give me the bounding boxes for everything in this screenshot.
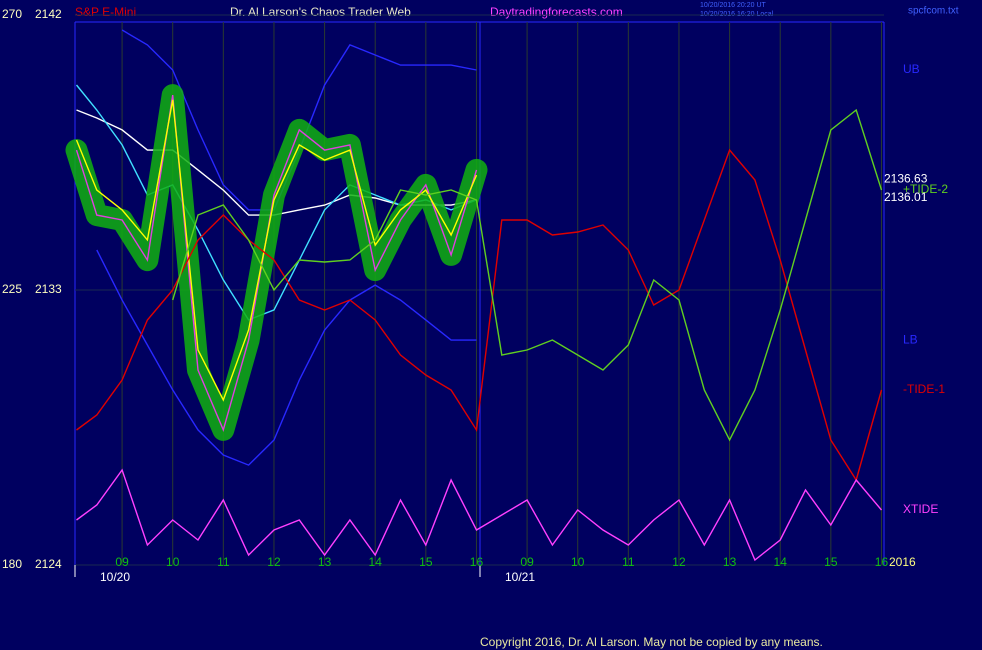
grid bbox=[74, 14, 884, 577]
series-line bbox=[75, 99, 478, 402]
series-label: +TIDE-2 bbox=[903, 182, 948, 196]
chart-title: Dr. Al Larson's Chaos Trader Web bbox=[230, 5, 411, 19]
day-label: 10/20 bbox=[100, 570, 130, 584]
timestamp: 10/20/2016 20:20 UT bbox=[700, 2, 766, 9]
x-tick-label: 14 bbox=[369, 555, 383, 569]
y2-tick-label: 180 bbox=[2, 557, 22, 571]
series-label: LB bbox=[903, 332, 918, 346]
timestamp: 10/20/2016 16:20 Local bbox=[700, 11, 774, 18]
x-tick-label: 12 bbox=[672, 555, 686, 569]
price-label: 2136.63 bbox=[884, 171, 928, 185]
x-tick-label: 11 bbox=[217, 555, 230, 569]
series-label: -TIDE-1 bbox=[903, 382, 945, 396]
x-tick-label: 15 bbox=[419, 555, 433, 569]
x-tick-label: 09 bbox=[520, 555, 534, 569]
day-label: 10/21 bbox=[505, 570, 535, 584]
x-tick-label: 10 bbox=[166, 555, 180, 569]
price-label: 2136.01 bbox=[884, 190, 928, 204]
site: Daytradingforecasts.com bbox=[490, 5, 623, 19]
series-line bbox=[76, 468, 883, 562]
year: 2016 bbox=[889, 555, 916, 569]
x-tick-label: 16 bbox=[470, 555, 484, 569]
y-tick-label: 2124 bbox=[35, 557, 62, 571]
copyright: Copyright 2016, Dr. Al Larson. May not b… bbox=[480, 635, 823, 649]
x-tick-label: 10 bbox=[571, 555, 585, 569]
x-tick-label: 11 bbox=[622, 555, 635, 569]
x-tick-label: 13 bbox=[723, 555, 737, 569]
x-tick-label: 14 bbox=[774, 555, 788, 569]
y2-tick-label: 225 bbox=[2, 282, 22, 296]
y-tick-label: 2142 bbox=[35, 7, 62, 21]
series-label: UB bbox=[903, 62, 920, 76]
series-line bbox=[76, 148, 883, 482]
x-tick-label: 12 bbox=[267, 555, 281, 569]
chart-subtitle: S&P E-Mini bbox=[75, 5, 136, 19]
series-label: XTIDE bbox=[903, 502, 938, 516]
y-tick-label: 2133 bbox=[35, 282, 62, 296]
x-tick-label: 13 bbox=[318, 555, 332, 569]
series-line bbox=[75, 94, 478, 433]
series-line bbox=[96, 249, 477, 466]
plot bbox=[65, 29, 883, 562]
x-tick-label: 09 bbox=[115, 555, 129, 569]
file-name: spcfcom.txt bbox=[908, 6, 959, 17]
series-line bbox=[172, 108, 883, 442]
x-tick-label: 16 bbox=[875, 555, 889, 569]
x-tick-label: 15 bbox=[824, 555, 838, 569]
y2-tick-label: 270 bbox=[2, 7, 22, 21]
